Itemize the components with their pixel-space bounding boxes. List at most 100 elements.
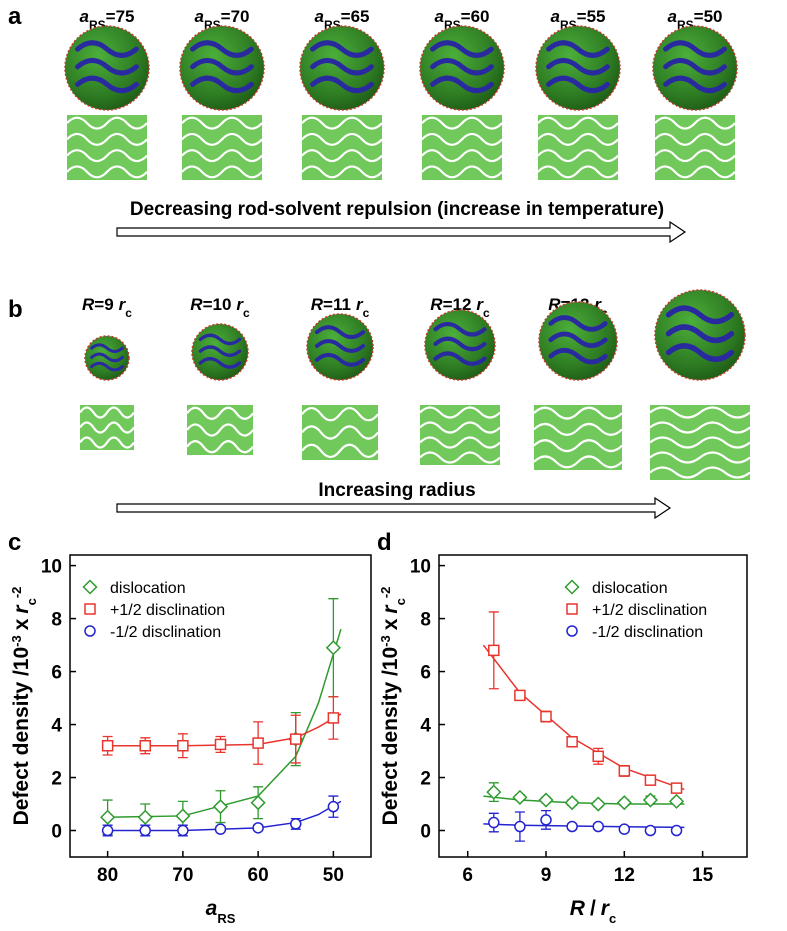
y-tick-label: 0 [51,822,62,843]
text-part: -3 [9,635,24,647]
legend-label: +1/2 disclination [110,602,225,619]
x-tick-label: 9 [541,865,552,886]
slab-stripe [66,116,148,130]
text-part: R [82,295,95,314]
rod-stripe [663,40,727,58]
marker [488,644,500,657]
marker [668,793,685,809]
slab-render [538,115,618,180]
slab-stripe [66,165,148,179]
arrow [116,496,672,520]
legend-label: dislocation [110,580,186,597]
text-part: =65 [341,7,370,26]
caption: Increasing radius [318,480,475,501]
text-part: =70 [221,7,250,26]
panel-label: c [8,529,21,556]
y-axis-label: Defect density /10-3 xrc-2 [9,587,39,826]
fit-line [482,644,685,791]
slab-stripe [186,440,254,454]
rod-stripe [310,57,374,76]
slab-render [422,115,502,180]
marker [644,824,657,837]
rod-stripe [314,325,366,340]
panel-label-text: R=11 rc [311,295,370,320]
rod-stripe [75,57,139,76]
rod-stripe [548,315,608,332]
rod-stripe [546,57,610,76]
y-tick-label: 2 [420,769,431,790]
marker [101,824,114,837]
text-part: R [430,295,443,314]
panel-label: a [8,3,22,30]
y-tick-label: 8 [51,610,62,631]
marker [670,782,683,794]
slab-stripe [186,406,254,420]
caption: Decreasing rod-solvent repulsion (increa… [130,199,664,220]
y-tick-label: 10 [410,557,431,578]
marker [616,795,632,811]
slab-stripe [419,406,501,419]
marker [327,800,340,813]
text-part: x [10,618,33,630]
panel-label-text: R=10 rc [190,295,250,320]
text-part: r [10,604,33,614]
slab-stripe [533,422,623,436]
slab-stripe [181,165,263,179]
text-part: a [195,7,204,26]
marker [514,820,526,833]
marker [214,738,227,751]
rod-stripe [314,339,366,353]
marker [540,814,552,826]
legend-marker [566,625,578,637]
x-axis-label: aRS [206,897,236,926]
marker [175,808,191,824]
slab-stripe [301,165,383,179]
text-part: R [311,295,324,314]
slab-stripe [533,439,623,453]
slab-stripe [649,451,751,464]
rod-stripe [190,57,254,76]
slab-stripe [66,149,148,163]
text-part: -3 [378,635,393,647]
marker [139,739,151,752]
slab-stripe [654,165,736,179]
slab-stripe [301,132,383,146]
slab-stripe [649,466,751,479]
text-part: c [125,306,132,320]
x-tick-label: 60 [248,865,269,886]
slab-stripe [533,406,623,420]
rod-stripe [430,57,494,76]
slab-render [420,405,500,465]
marker [538,792,554,808]
text-part: a [80,7,89,26]
y-tick-label: 10 [41,557,62,578]
text-part: r [476,295,484,314]
slab-stripe [301,406,379,422]
fit-line [107,628,342,819]
slab-stripe [421,116,503,130]
marker [290,818,302,830]
rod-stripe [430,40,494,58]
x-tick-label: 70 [172,865,193,886]
text-part: r [601,897,611,920]
rod-stripe [665,305,735,325]
marker [514,689,526,702]
marker [670,824,683,837]
rod-stripe [546,75,610,94]
rod-stripe [663,75,727,94]
marker [644,774,657,786]
marker [250,795,266,811]
marker [101,739,114,752]
marker [290,733,302,745]
arrow [116,220,687,244]
x-tick-label: 6 [462,865,473,886]
text-part: x [379,618,402,630]
text-part: =10 [203,295,232,314]
marker [177,739,189,752]
legend-label: -1/2 disclination [110,624,221,641]
text-part: =75 [106,7,135,26]
slab-stripe [537,149,619,163]
slab-stripe [421,165,503,179]
legend-marker [84,625,96,637]
